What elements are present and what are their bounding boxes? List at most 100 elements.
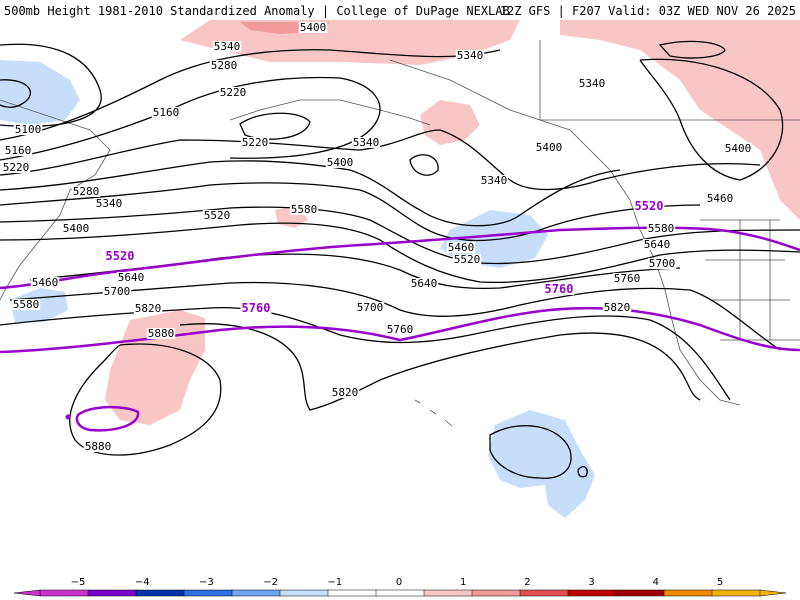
canada-border xyxy=(539,40,800,121)
contour-label-text: 5820 xyxy=(135,302,162,315)
contour-label-text: 5220 xyxy=(242,136,269,149)
contour-label-text: 5280 xyxy=(73,185,100,198)
contour-5520-line xyxy=(0,226,800,290)
colorbar-segment xyxy=(39,589,89,597)
contour-label-text: 5460 xyxy=(707,192,734,205)
highlight-labels: 5520 5520 5760 5760 xyxy=(104,199,665,315)
contour-label: 5280 xyxy=(71,185,101,198)
contour-label: 5340 xyxy=(351,136,381,149)
colorbar-tick-label: 1 xyxy=(460,577,466,588)
hawaii-islands xyxy=(414,399,453,427)
contour-label: 5520 xyxy=(202,209,232,222)
contour-line xyxy=(0,49,501,141)
contour-label-text: 5700 xyxy=(104,285,131,298)
colorbar-tick-label: 5 xyxy=(717,577,723,588)
contour-line xyxy=(0,76,381,161)
contour-line xyxy=(0,43,102,127)
highlight-label-text: 5760 xyxy=(545,282,574,296)
highlight-label-text: 5520 xyxy=(106,249,135,263)
highlight-contour-label: 5520 xyxy=(104,249,136,263)
highlight-marker xyxy=(65,414,71,420)
negative-anomaly-area xyxy=(488,410,595,518)
contour-label: 5160 xyxy=(3,144,33,157)
colorbar-segment xyxy=(615,589,665,597)
colorbar-tick-label: 2 xyxy=(524,577,530,588)
contour-label: 5760 xyxy=(612,272,642,285)
contour-label: 5640 xyxy=(642,238,672,251)
contour-label: 5400 xyxy=(325,156,355,169)
model-run-info: 12Z GFS | F207 Valid: 03Z WED NOV 26 202… xyxy=(499,4,796,18)
contour-label: 5700 xyxy=(647,257,677,270)
contour-label: 5220 xyxy=(218,86,248,99)
colorbar-segment xyxy=(87,589,137,597)
contour-label: 5400 xyxy=(298,21,328,34)
contour-label-text: 5460 xyxy=(32,276,59,289)
highlight-contour-label: 5520 xyxy=(633,199,665,213)
contour-label-text: 5520 xyxy=(454,253,481,266)
contour-label: 5880 xyxy=(146,327,176,340)
contour-label-text: 5220 xyxy=(3,161,30,174)
contour-line xyxy=(0,79,32,108)
contour-label: 5340 xyxy=(94,197,124,210)
contour-label-text: 5580 xyxy=(13,298,40,311)
contour-label-text: 5580 xyxy=(648,222,675,235)
contour-label: 5220 xyxy=(240,136,270,149)
contour-label-text: 5580 xyxy=(291,203,318,216)
height-contours xyxy=(0,40,800,479)
contour-label: 5820 xyxy=(133,302,163,315)
contour-label-text: 5520 xyxy=(204,209,231,222)
contour-label-text: 5340 xyxy=(353,136,380,149)
contour-label: 5640 xyxy=(409,277,439,290)
negative-anomaly-area xyxy=(440,210,548,268)
contour-label: 5520 xyxy=(452,253,482,266)
contour-label-text: 5400 xyxy=(536,141,563,154)
contour-label: 5400 xyxy=(534,141,564,154)
contour-label-text: 5400 xyxy=(327,156,354,169)
colorbar-tick-label: 0 xyxy=(396,577,402,588)
contour-label-text: 5400 xyxy=(725,142,752,155)
positive-anomaly-area xyxy=(105,310,205,425)
contour-label-text: 5640 xyxy=(118,271,145,284)
contour-label: 5340 xyxy=(455,49,485,62)
header: 500mb Height 1981-2010 Standardized Anom… xyxy=(0,0,800,20)
contour-line xyxy=(69,343,222,456)
contour-label: 5280 xyxy=(209,59,239,72)
contour-label-text: 5460 xyxy=(448,241,475,254)
highlight-contour-label: 5760 xyxy=(240,301,272,315)
contour-label-text: 5280 xyxy=(211,59,238,72)
contour-line xyxy=(489,425,572,479)
contour-label-text: 5340 xyxy=(96,197,123,210)
contour-label-text: 5700 xyxy=(649,257,676,270)
contour-label: 5760 xyxy=(385,323,415,336)
contour-label-text: 5160 xyxy=(5,144,32,157)
contour-label-text: 5340 xyxy=(457,49,484,62)
anomaly-shading xyxy=(0,20,800,518)
contour-label: 5820 xyxy=(330,386,360,399)
contour-label: 5580 xyxy=(289,203,319,216)
contour-label-text: 5880 xyxy=(148,327,175,340)
contour-label-text: 5700 xyxy=(357,301,384,314)
contour-label-text: 5820 xyxy=(332,386,359,399)
contour-label: 5160 xyxy=(151,106,181,119)
colorbar-tick-label: 4 xyxy=(653,577,659,588)
contour-line xyxy=(658,40,726,59)
contour-label: 5640 xyxy=(116,271,146,284)
contour-label-text: 5400 xyxy=(63,222,90,235)
colorbar-tick-label: −2 xyxy=(263,577,278,588)
contour-label-text: 5820 xyxy=(604,301,631,314)
contour-line xyxy=(639,58,784,181)
contour-label-text: 5880 xyxy=(85,440,112,453)
contour-label: 5460 xyxy=(705,192,735,205)
contour-label-text: 5400 xyxy=(300,21,327,34)
contour-line xyxy=(0,222,800,284)
colorbar-segment xyxy=(567,589,617,597)
colorbar-segment xyxy=(231,589,281,597)
contour-label-text: 5100 xyxy=(15,123,42,136)
contour-line xyxy=(409,154,439,176)
contour-line xyxy=(0,160,621,227)
colorbar-tick-label: −1 xyxy=(327,577,342,588)
contour-label: 5700 xyxy=(102,285,132,298)
colorbar-bar xyxy=(13,589,787,597)
